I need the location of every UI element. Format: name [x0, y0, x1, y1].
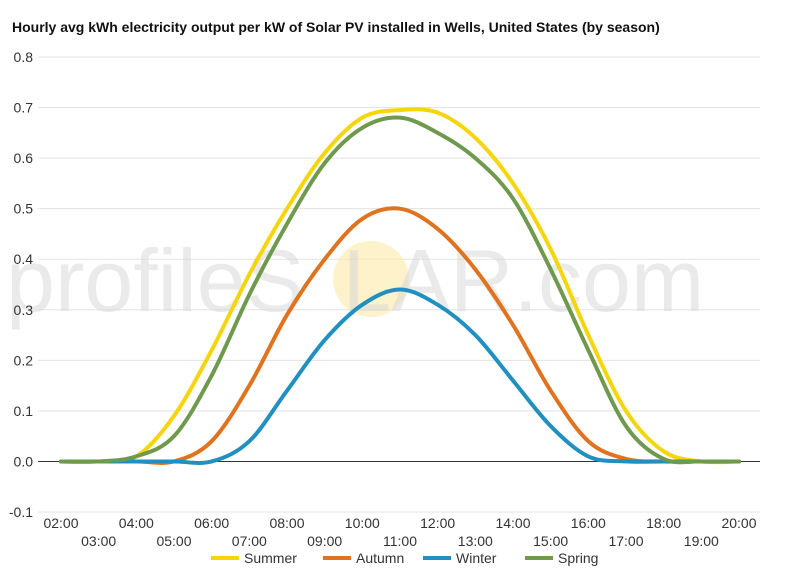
- watermark: profileS LAR.com: [6, 231, 704, 330]
- x-tick-label: 03:00: [81, 533, 116, 549]
- x-tick-label: 15:00: [533, 533, 568, 549]
- y-axis-ticks: -0.1 0.0 0.1 0.2 0.3 0.4 0.5 0.6 0.7 0.8: [9, 49, 33, 520]
- legend: Summer Autumn Winter Spring: [211, 550, 598, 566]
- y-tick-label: 0.6: [14, 150, 34, 166]
- y-tick-label: 0.3: [14, 302, 34, 318]
- legend-item-spring[interactable]: Spring: [525, 550, 598, 566]
- legend-item-summer[interactable]: Summer: [211, 550, 297, 566]
- legend-label: Summer: [244, 550, 297, 566]
- grid-layer: [38, 56, 760, 513]
- x-tick-label: 16:00: [571, 515, 606, 531]
- x-tick-label: 10:00: [345, 515, 380, 531]
- series-line-spring: [59, 115, 741, 465]
- watermark-text-right: LAR.com: [342, 231, 704, 330]
- x-tick-label: 12:00: [420, 515, 455, 531]
- x-tick-label: 02:00: [43, 515, 78, 531]
- y-tick-label: -0.1: [9, 504, 33, 520]
- series-line-summer: [59, 107, 741, 465]
- y-tick-label: 0.5: [14, 201, 34, 217]
- x-tick-label: 11:00: [383, 533, 417, 549]
- watermark-text: profileS LAR.com: [6, 231, 704, 330]
- y-tick-label: 0.0: [14, 453, 34, 469]
- x-tick-label: 09:00: [307, 533, 342, 549]
- y-tick-label: 0.4: [14, 251, 34, 267]
- series-layer: [59, 107, 741, 465]
- x-tick-label: 18:00: [646, 515, 681, 531]
- x-tick-label: 04:00: [119, 515, 154, 531]
- legend-label: Spring: [558, 550, 598, 566]
- y-tick-label: 0.7: [14, 100, 34, 116]
- chart-title: Hourly avg kWh electricity output per kW…: [12, 19, 660, 35]
- x-tick-label: 06:00: [194, 515, 229, 531]
- x-tick-label: 20:00: [721, 515, 756, 531]
- series-line-winter: [59, 287, 741, 465]
- x-tick-label: 05:00: [156, 533, 191, 549]
- x-tick-label: 08:00: [269, 515, 304, 531]
- x-tick-label: 07:00: [232, 533, 267, 549]
- watermark-text-left: profile: [6, 231, 246, 330]
- x-tick-label: 17:00: [608, 533, 643, 549]
- x-tick-label: 13:00: [458, 533, 493, 549]
- legend-label: Winter: [456, 550, 497, 566]
- y-tick-label: 0.2: [14, 352, 34, 368]
- legend-item-winter[interactable]: Winter: [423, 550, 497, 566]
- y-tick-label: 0.8: [14, 49, 34, 65]
- legend-label: Autumn: [356, 550, 404, 566]
- y-tick-label: 0.1: [14, 403, 34, 419]
- x-tick-label: 19:00: [684, 533, 719, 549]
- legend-item-autumn[interactable]: Autumn: [323, 550, 404, 566]
- watermark-sun-icon: [333, 241, 409, 317]
- x-axis-ticks: 02:0003:0004:0005:0006:0007:0008:0009:00…: [43, 515, 756, 549]
- x-tick-label: 14:00: [495, 515, 530, 531]
